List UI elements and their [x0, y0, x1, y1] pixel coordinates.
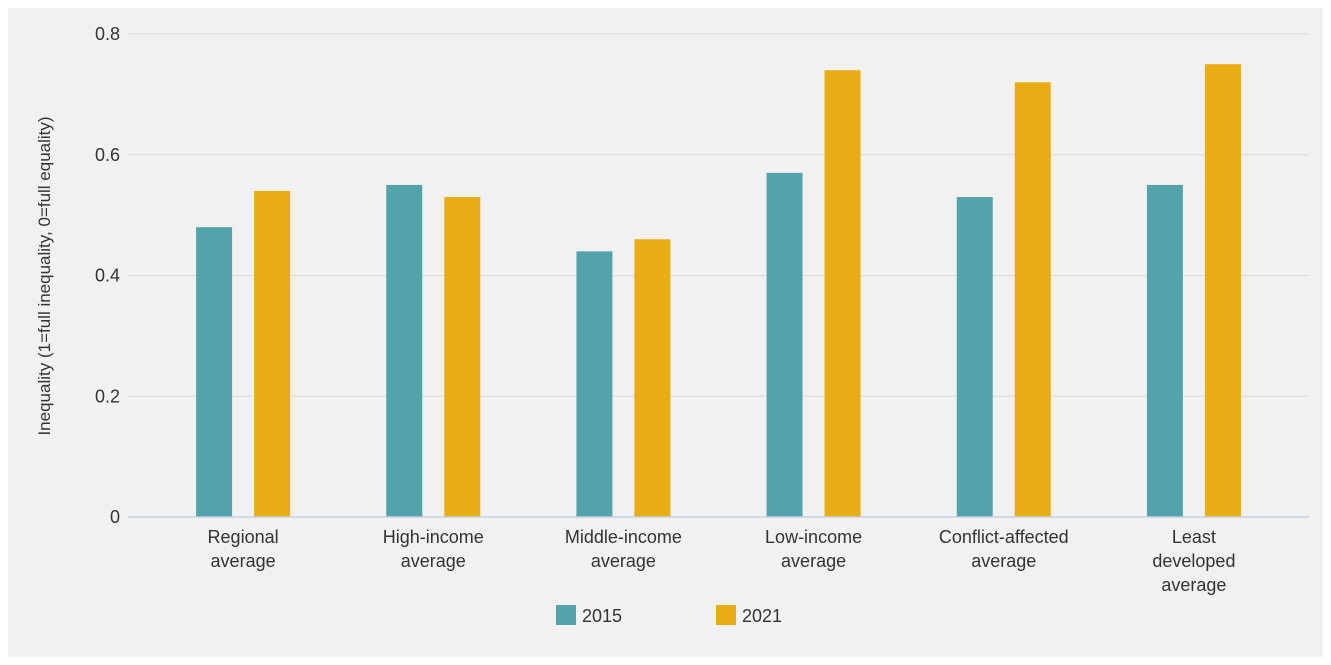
y-axis-title: Inequality (1=full inequality, 0=full eq… — [35, 116, 54, 435]
category-label: Middle-income — [565, 527, 682, 547]
y-axis-ticks: 0 0.2 0.4 0.6 0.8 — [95, 24, 120, 527]
bar-2015-4 — [956, 197, 993, 517]
category-label: Conflict-affected — [939, 527, 1069, 547]
y-tick-label: 0.2 — [95, 386, 120, 406]
bar-2015-1 — [386, 184, 423, 517]
bar-2021-5 — [1204, 64, 1241, 517]
chart-panel: 0 0.2 0.4 0.6 0.8 Inequality (1=full inequal… — [8, 8, 1323, 657]
bar-2021-3 — [824, 70, 861, 517]
category-label: average — [971, 551, 1036, 571]
y-tick-label: 0.8 — [95, 24, 120, 44]
category-label: average — [781, 551, 846, 571]
category-label: average — [1161, 575, 1226, 595]
gridlines — [128, 33, 1309, 397]
legend: 2015 2021 — [556, 605, 782, 626]
bar-2021-0 — [254, 190, 291, 517]
category-label: average — [591, 551, 656, 571]
legend-label: 2015 — [582, 606, 622, 626]
category-label: Regional — [208, 527, 279, 547]
bar-2021-2 — [634, 239, 671, 517]
category-labels: Regional average High-income average Middle-… — [208, 527, 1236, 595]
category-label: Least — [1172, 527, 1216, 547]
category-label: High-income — [383, 527, 484, 547]
legend-swatch-2021 — [716, 605, 736, 625]
category-label: Low-income — [765, 527, 862, 547]
bar-2015-0 — [196, 227, 233, 517]
bar-2015-3 — [766, 172, 803, 518]
legend-label: 2021 — [742, 606, 782, 626]
bars — [196, 64, 1241, 518]
bar-2015-5 — [1146, 184, 1183, 517]
bar-2021-1 — [444, 197, 481, 517]
bar-2021-4 — [1014, 82, 1051, 518]
legend-swatch-2015 — [556, 605, 576, 625]
category-label: average — [211, 551, 276, 571]
y-tick-label: 0.4 — [95, 266, 120, 286]
category-label: developed — [1152, 551, 1235, 571]
y-tick-label: 0.6 — [95, 145, 120, 165]
category-label: average — [401, 551, 466, 571]
y-tick-label: 0 — [110, 507, 120, 527]
bar-chart: 0 0.2 0.4 0.6 0.8 Inequality (1=full inequal… — [35, 24, 1309, 626]
bar-2015-2 — [576, 251, 613, 517]
